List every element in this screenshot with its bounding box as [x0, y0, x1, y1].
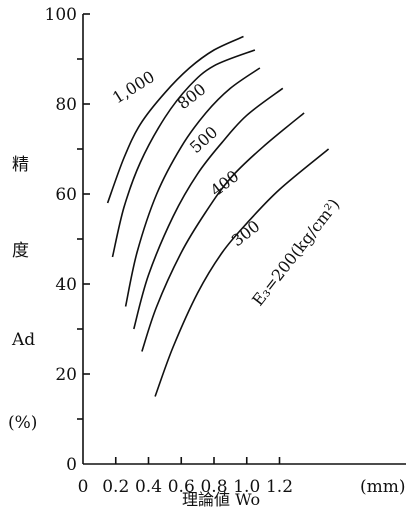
y-tick-label: 100 — [45, 5, 77, 25]
y-tick-label: 40 — [55, 275, 77, 295]
curve-series-5 — [141, 112, 305, 352]
curve-label-1000: 1,000 — [109, 67, 158, 107]
y-tick-label: 60 — [55, 185, 77, 205]
x-axis-label: 理論値 Wo — [182, 490, 260, 509]
curve-label-500: 500 — [186, 122, 221, 157]
curve-label-800: 800 — [174, 79, 210, 113]
x-tick-label: 0.6 — [168, 477, 195, 497]
ylabel-unit: (%) — [8, 413, 37, 433]
curve-series-1 — [106, 35, 244, 204]
y-tick-label: 80 — [55, 95, 77, 115]
curve-label-300: 300 — [228, 216, 264, 250]
curve-labels: 1,000 800 500 400 300 E₃=200(kg/cm²) — [109, 67, 343, 309]
x-axis-unit: (mm) — [360, 477, 406, 497]
y-tick-label: 0 — [66, 455, 77, 475]
y-axis-label: 精 度 Ad (%) — [8, 155, 37, 433]
curve-series-6 — [154, 148, 330, 397]
ylabel-char-3: Ad — [11, 330, 35, 350]
x-ticks: 0 0.2 0.4 0.6 0.8 1.0 1.2 — [78, 457, 293, 497]
x-tick-label: 1.0 — [233, 477, 260, 497]
x-tick-label: 0.2 — [102, 477, 129, 497]
curve-label-200: E₃=200(kg/cm²) — [248, 195, 343, 309]
x-tick-label: 0.8 — [200, 477, 227, 497]
x-tick-label: 1.2 — [266, 477, 293, 497]
curve-series-2 — [111, 49, 256, 258]
curve-series-3 — [124, 67, 261, 307]
y-ticks: 0 20 40 60 80 100 — [45, 5, 90, 475]
x-tick-label: 0 — [78, 477, 89, 497]
ylabel-char-1: 精 — [12, 155, 29, 175]
y-tick-label: 20 — [55, 365, 77, 385]
x-tick-label: 0.4 — [135, 477, 162, 497]
curve-series-4 — [133, 87, 284, 330]
curves — [106, 35, 330, 397]
ylabel-char-2: 度 — [12, 241, 29, 261]
